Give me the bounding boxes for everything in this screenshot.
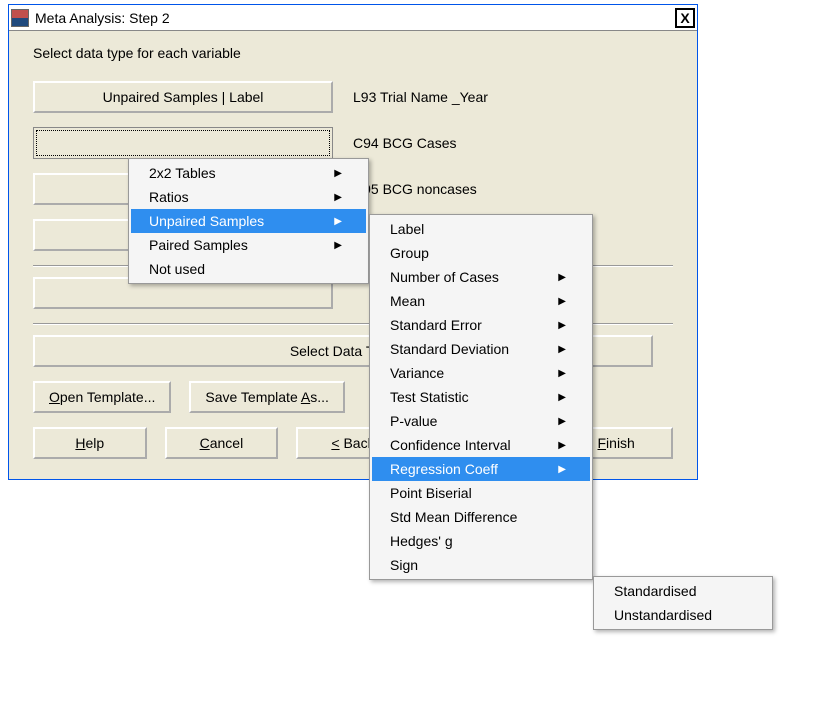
menu-item-label: Not used: [149, 261, 205, 277]
menu-item-point-biserial[interactable]: Point Biserial: [372, 481, 590, 505]
menu-item-standard-error[interactable]: Standard Error ▶: [372, 313, 590, 337]
cancel-button[interactable]: Cancel: [165, 427, 279, 459]
chevron-right-icon: ▶: [334, 240, 342, 251]
chevron-right-icon: ▶: [558, 440, 566, 451]
help-button[interactable]: Help: [33, 427, 147, 459]
menu-item-label: Unpaired Samples: [149, 213, 264, 229]
menu-item-paired-samples[interactable]: Paired Samples ▶: [131, 233, 366, 257]
close-icon: X: [680, 10, 689, 26]
menu-item-number-of-cases[interactable]: Number of Cases ▶: [372, 265, 590, 289]
menu-item-2x2-tables[interactable]: 2x2 Tables ▶: [131, 161, 366, 185]
menu-item-sign[interactable]: Sign: [372, 553, 590, 577]
menu-item-label: Standard Deviation: [390, 341, 509, 357]
menu-item-label: Unstandardised: [614, 607, 712, 623]
save-template-label: Save Template As...: [205, 389, 329, 405]
chevron-right-icon: ▶: [558, 392, 566, 403]
close-button[interactable]: X: [675, 8, 695, 28]
menu-item-label: Test Statistic: [390, 389, 469, 405]
menu-item-label: P-value: [390, 413, 437, 429]
menu-item-hedges-g[interactable]: Hedges' g: [372, 529, 590, 553]
context-menu-level2: Label Group Number of Cases ▶ Mean ▶ Sta…: [369, 214, 593, 580]
chevron-right-icon: ▶: [558, 296, 566, 307]
menu-item-label: Regression Coeff: [390, 461, 498, 477]
variable-label: C95 BCG noncases: [353, 181, 477, 197]
menu-item-group[interactable]: Group: [372, 241, 590, 265]
data-type-button[interactable]: [33, 127, 333, 159]
menu-item-label: Std Mean Difference: [390, 509, 517, 525]
finish-label: Finish: [597, 435, 634, 451]
menu-item-p-value[interactable]: P-value ▶: [372, 409, 590, 433]
variable-label: L93 Trial Name _Year: [353, 89, 488, 105]
variable-label: C94 BCG Cases: [353, 135, 456, 151]
menu-item-confidence-interval[interactable]: Confidence Interval ▶: [372, 433, 590, 457]
menu-item-label: Sign: [390, 557, 418, 573]
titlebar: Meta Analysis: Step 2 X: [9, 5, 697, 31]
help-label: Help: [75, 435, 104, 451]
context-menu-level1: 2x2 Tables ▶ Ratios ▶ Unpaired Samples ▶…: [128, 158, 369, 284]
menu-item-unstandardised[interactable]: Unstandardised: [596, 603, 770, 627]
instruction-text: Select data type for each variable: [33, 45, 673, 61]
chevron-right-icon: ▶: [558, 320, 566, 331]
data-type-button[interactable]: Unpaired Samples | Label: [33, 81, 333, 113]
menu-item-label: Hedges' g: [390, 533, 453, 549]
menu-item-label: Ratios: [149, 189, 189, 205]
chevron-right-icon: ▶: [558, 344, 566, 355]
menu-item-label: Standard Error: [390, 317, 482, 333]
menu-item-label: Confidence Interval: [390, 437, 511, 453]
menu-item-unpaired-samples[interactable]: Unpaired Samples ▶: [131, 209, 366, 233]
menu-item-test-statistic[interactable]: Test Statistic ▶: [372, 385, 590, 409]
menu-item-std-mean-difference[interactable]: Std Mean Difference: [372, 505, 590, 529]
menu-item-label: 2x2 Tables: [149, 165, 216, 181]
menu-item-label: Point Biserial: [390, 485, 472, 501]
menu-item-label: Number of Cases: [390, 269, 499, 285]
cancel-label: Cancel: [200, 435, 244, 451]
window-title: Meta Analysis: Step 2: [35, 10, 675, 26]
menu-item-variance[interactable]: Variance ▶: [372, 361, 590, 385]
menu-item-label: Group: [390, 245, 429, 261]
variable-row: Unpaired Samples | Label L93 Trial Name …: [33, 81, 673, 113]
menu-item-label: Variance: [390, 365, 444, 381]
chevron-right-icon: ▶: [334, 216, 342, 227]
chevron-right-icon: ▶: [334, 168, 342, 179]
save-template-button[interactable]: Save Template As...: [189, 381, 345, 413]
menu-item-regression-coeff[interactable]: Regression Coeff ▶: [372, 457, 590, 481]
menu-item-not-used[interactable]: Not used: [131, 257, 366, 281]
open-template-label: Open Template...: [49, 389, 155, 405]
data-type-label: Unpaired Samples | Label: [103, 89, 264, 105]
menu-item-standard-deviation[interactable]: Standard Deviation ▶: [372, 337, 590, 361]
menu-item-label: Mean: [390, 293, 425, 309]
menu-item-label: Standardised: [614, 583, 697, 599]
open-template-button[interactable]: Open Template...: [33, 381, 171, 413]
app-icon: [11, 9, 29, 27]
chevron-right-icon: ▶: [558, 368, 566, 379]
chevron-right-icon: ▶: [558, 416, 566, 427]
menu-item-standardised[interactable]: Standardised: [596, 579, 770, 603]
chevron-right-icon: ▶: [558, 464, 566, 475]
menu-item-mean[interactable]: Mean ▶: [372, 289, 590, 313]
menu-item-label: Paired Samples: [149, 237, 248, 253]
chevron-right-icon: ▶: [334, 192, 342, 203]
variable-row: C94 BCG Cases: [33, 127, 673, 159]
chevron-right-icon: ▶: [558, 272, 566, 283]
menu-item-label-option[interactable]: Label: [372, 217, 590, 241]
menu-item-label: Label: [390, 221, 424, 237]
menu-item-ratios[interactable]: Ratios ▶: [131, 185, 366, 209]
context-menu-level3: Standardised Unstandardised: [593, 576, 773, 630]
